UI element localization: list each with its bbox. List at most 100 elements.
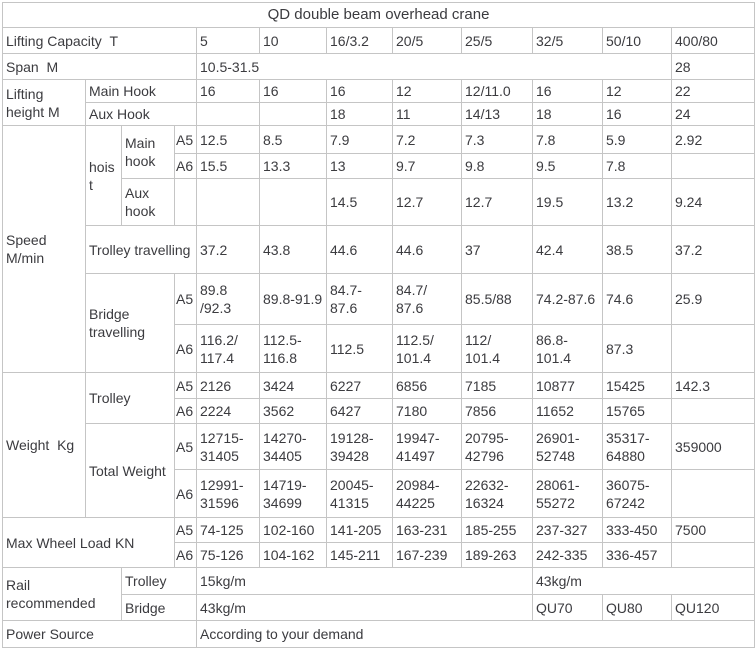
table-cell: 43kg/m [531,567,755,595]
table-cell: 9.5 [532,153,603,179]
table-cell: 44.6 [326,225,393,274]
table-cell: 11652 [532,398,603,424]
table-cell: 36075- 67242 [602,469,672,518]
table-cell: 37.2 [670,225,755,274]
label-a5: A5 [174,517,197,543]
table-cell: 112.5 [326,324,393,373]
label-a6: A6 [174,469,197,518]
table-cell: 20984- 44225 [392,469,462,518]
table-cell: QU70 [532,594,603,621]
label-a5: A5 [174,273,197,325]
table-cell: 84.7-87.6 [326,273,393,325]
table-cell [670,469,755,518]
label-a5: A5 [174,372,197,399]
label-lifting-height: Lifting height M [2,79,86,126]
label-power-source: Power Source [2,620,197,648]
table-cell: 85.5/88 [461,273,533,325]
table-cell: 112.5/ 101.4 [392,324,462,373]
table-cell: 75-126 [196,542,260,568]
table-cell: 38.5 [602,225,672,274]
label-grade-empty [174,178,197,226]
label-aux-hook: Aux Hook [85,102,197,126]
table-cell: 50/10 [602,27,672,54]
table-cell [259,178,327,226]
table-cell: QU80 [602,594,672,621]
table-cell [670,398,755,424]
table-cell: 189-263 [461,542,533,568]
table-cell: 141-205 [326,517,393,543]
table-cell: 12/11.0 [461,79,533,103]
table-cell: 9.8 [461,153,533,179]
table-cell [670,153,755,179]
table-cell: 12991- 31596 [196,469,260,518]
label-a6: A6 [174,324,197,373]
table-cell: 10.5-31.5 [196,53,672,80]
table-cell: 86.8- 101.4 [532,324,603,373]
hoist-main-a6-row: A6 15.5 13.3 13 9.7 9.8 9.5 7.8 [3,153,755,179]
table-cell: 20/5 [392,27,462,54]
table-cell: 16 [196,79,260,103]
table-cell: 2126 [196,372,260,399]
table-cell [670,324,755,373]
table-cell: 7180 [392,398,462,424]
table-cell: 3424 [259,372,327,399]
table-cell: 6856 [392,372,462,399]
label-a6: A6 [174,398,197,424]
table-cell: 336-457 [602,542,672,568]
label-rail-bridge: Bridge [121,594,197,621]
table-cell: 333-450 [602,517,672,543]
table-cell: 163-231 [392,517,462,543]
table-cell: 10877 [532,372,603,399]
table-cell: 7.8 [602,153,672,179]
table-cell: 20795- 42796 [461,423,533,470]
table-cell: 14270- 34405 [259,423,327,470]
table-cell: 28061- 55272 [532,469,603,518]
table-cell: 9.7 [392,153,462,179]
table-cell: 7856 [461,398,533,424]
lifting-capacity-row: Lifting Capacity T 5 10 16/3.2 20/5 25/5 32/5 5… [2,27,755,54]
table-cell [196,178,260,226]
label-speed: Speed M/min [2,125,86,373]
table-cell: 19947- 41497 [392,423,462,470]
table-cell: 7.9 [326,125,393,154]
label-rail-recommended: Rail recommended [2,567,122,621]
bridge-travelling-a5-row: Bridge travelling A5 89.8 /92.3 89.8-91.9 84… [3,273,755,373]
table-cell: 32/5 [532,27,603,54]
table-cell: 15425 [602,372,672,399]
table-cell: 87.3 [602,324,672,373]
label-a6: A6 [174,542,197,568]
table-cell: 18 [326,102,393,126]
table-cell: 7.2 [392,125,462,154]
main-hook-row: Lifting height M Main Hook 16 16 16 12 12/11.0… [2,79,755,126]
table-cell [670,542,755,568]
table-cell: 7.8 [532,125,603,154]
table-cell: According to your demand [195,620,755,648]
table-cell: 15.5 [196,153,260,179]
table-cell: 112.5- 116.8 [259,324,327,373]
table-cell: 10 [259,27,327,54]
label-rail-trolley: Trolley [121,567,197,595]
table-cell: 44.6 [392,225,462,274]
trolley-weight-a5-row: Weight Kg Trolley A5 2126 3424 6227 6856 7185 10… [2,372,755,518]
label-trolley-travelling: Trolley travelling [85,225,197,274]
table-cell: 12.7 [461,178,533,226]
table-cell: 28 [670,53,755,80]
table-cell: 5.9 [602,125,672,154]
label-span: Span M [2,53,197,80]
table-cell: 26901- 52748 [532,423,603,470]
label-lifting-capacity: Lifting Capacity T [2,27,197,54]
table-cell: 19.5 [532,178,603,226]
table-cell: 242-335 [532,542,603,568]
table-cell: 2224 [196,398,260,424]
table-cell: 35317- 64880 [602,423,672,470]
label-max-wheel-load: Max Wheel Load KN [2,517,175,568]
table-cell: 42.4 [532,225,603,274]
table-cell: 8.5 [259,125,327,154]
table-cell: 9.24 [670,178,755,226]
table-cell: 142.3 [670,372,755,399]
hoist-main-a5-row: Speed M/min hoist Main hook A5 12.5 8.5 7.9 7.2… [2,125,755,373]
power-source-row: Power Source According to your demand [2,620,755,648]
trolley-travelling-row: Trolley travelling 37.2 43.8 44.6 44.6 37 42.4… [3,225,755,274]
table-cell: 14719- 34699 [259,469,327,518]
